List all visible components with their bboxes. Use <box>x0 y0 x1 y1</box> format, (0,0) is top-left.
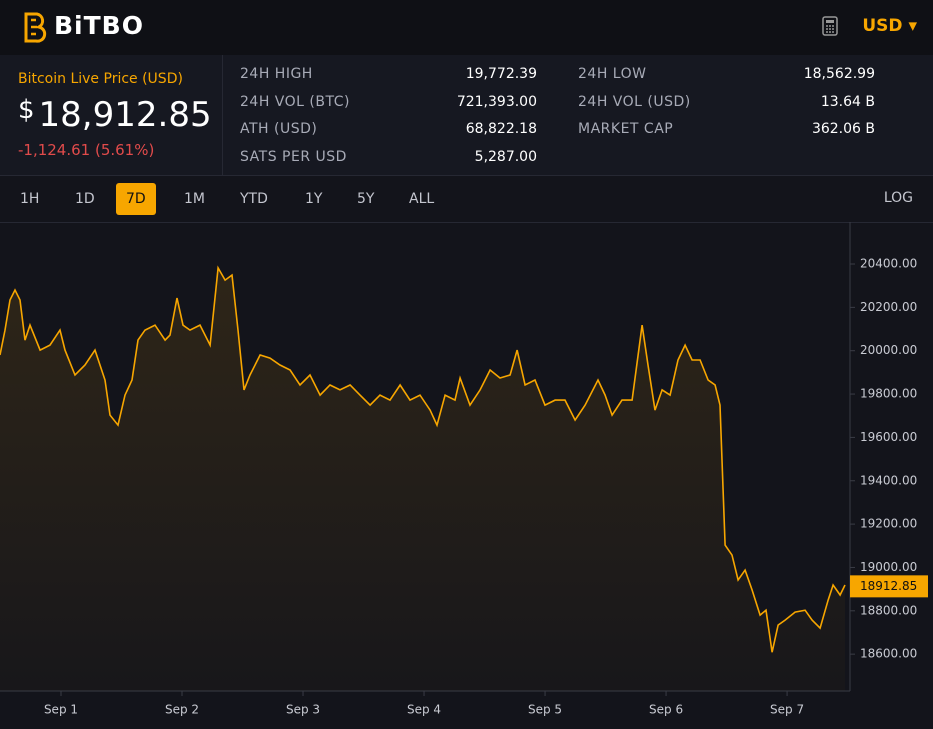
x-tick-label: Sep 5 <box>528 703 562 717</box>
stat-value: 19,772.39 <box>465 66 537 82</box>
stat-label: 24H HIGH <box>240 66 313 82</box>
stat-label: MARKET CAP <box>578 121 674 137</box>
calculator-icon[interactable] <box>822 16 838 36</box>
y-tick-label: 19600.00 <box>860 430 917 444</box>
range-button[interactable]: 1Y <box>305 191 323 207</box>
y-tick-label: 19800.00 <box>860 387 917 401</box>
y-tick-label: 20400.00 <box>860 257 917 271</box>
currency-select[interactable]: USD ▾ <box>862 16 917 36</box>
stat-label: SATS PER USD <box>240 148 347 165</box>
stat-value: 13.64 B <box>820 93 875 110</box>
stat-value: 721,393.00 <box>456 93 537 110</box>
stat-value: 18,562.99 <box>803 66 875 82</box>
y-tick-label: 19000.00 <box>860 560 917 574</box>
range-button[interactable]: 1D <box>75 191 95 207</box>
x-tick-label: Sep 7 <box>770 703 804 717</box>
price: $18,912.85 <box>18 95 212 135</box>
last-price-label: 18912.85 <box>860 579 917 593</box>
last-price-marker <box>850 575 928 598</box>
stat-label: 24H VOL (USD) <box>578 93 691 110</box>
price-change: -1,124.61 (5.61%) <box>18 141 155 159</box>
logo-icon <box>24 12 47 43</box>
stat-value: 362.06 B <box>811 121 875 137</box>
y-tick-label: 18800.00 <box>860 603 917 617</box>
y-tick-label: 20000.00 <box>860 343 917 357</box>
x-tick-label: Sep 4 <box>407 703 441 717</box>
x-tick-label: Sep 2 <box>165 703 199 717</box>
stats-panel: Bitcoin Live Price (USD) $18,912.85 -1,1… <box>0 55 933 176</box>
stat-label: 24H VOL (BTC) <box>240 93 350 110</box>
range-button[interactable]: 1M <box>184 191 205 207</box>
log-toggle[interactable]: LOG <box>883 190 913 206</box>
price-line <box>0 265 846 653</box>
stat-value: 68,822.18 <box>465 121 537 137</box>
y-tick-label: 18600.00 <box>860 647 917 661</box>
currency: USD <box>862 16 903 36</box>
price-symbol: $ <box>18 95 35 125</box>
x-tick-label: Sep 3 <box>286 703 320 717</box>
y-tick-label: 19400.00 <box>860 473 917 487</box>
x-tick-label: Sep 1 <box>44 703 78 717</box>
y-tick-label: 20200.00 <box>860 300 917 314</box>
x-tick-label: Sep 6 <box>649 703 683 717</box>
y-tick-label: 19200.00 <box>860 517 917 531</box>
range-bar: 1H 1D 7D 1M YTD 1Y 5Y ALL LOG <box>0 176 933 223</box>
range-button[interactable]: 7D <box>116 183 156 215</box>
range-button[interactable]: ALL <box>409 191 435 207</box>
area <box>0 267 846 691</box>
logo[interactable]: BiTBO <box>54 11 144 40</box>
divider <box>222 55 223 175</box>
range-button[interactable]: 5Y <box>357 191 375 207</box>
price-value: 18,912.85 <box>38 95 212 135</box>
price-label: Bitcoin Live Price (USD) <box>18 71 183 87</box>
header: BiTBO USD ▾ <box>0 0 933 55</box>
stat-label: ATH (USD) <box>240 121 318 137</box>
stat-value: 5,287.00 <box>474 148 537 165</box>
range-button[interactable]: 1H <box>20 191 40 207</box>
stat-label: 24H LOW <box>578 66 647 82</box>
chart: 18600.00 18800.00 19000.00 19200.00 19400.00… <box>0 222 928 717</box>
range-button[interactable]: YTD <box>240 191 268 207</box>
